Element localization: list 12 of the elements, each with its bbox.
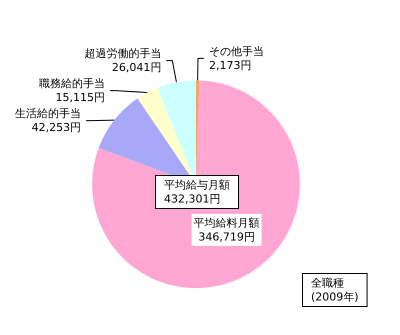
data-label: 26,041円 — [112, 61, 162, 74]
data-label: 42,253円 — [32, 121, 82, 134]
data-label: 15,115円 — [55, 91, 105, 104]
data-label: 2,173円 — [208, 58, 252, 72]
slice-label: その他手当 — [208, 44, 264, 58]
data-label: 346,719円 — [198, 230, 255, 244]
text: 平均給与月額 432,301円 — [164, 178, 230, 206]
slice-label: 平均給料月額 — [194, 216, 260, 230]
slice-label: 超過労働的手当 — [84, 47, 162, 60]
slice-label: 生活給的手当 — [15, 107, 82, 120]
slice-label: 職務給的手当 — [38, 77, 105, 90]
text: 全職種 (2009年) — [311, 276, 359, 304]
